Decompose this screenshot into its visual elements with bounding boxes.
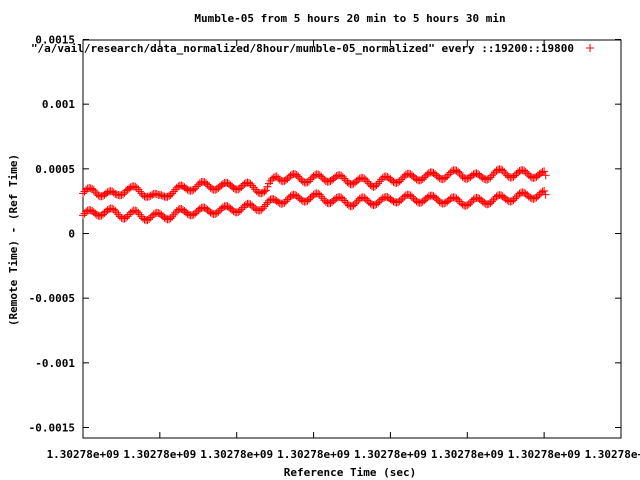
x-tick-label: 1.30278e+09: [47, 448, 120, 461]
legend-marker: [586, 44, 594, 52]
x-tick-label: 1.30278e+09: [200, 448, 273, 461]
chart-title: Mumble-05 from 5 hours 20 min to 5 hours…: [194, 12, 505, 25]
data-point: [260, 187, 269, 196]
legend-plus-icon: [586, 44, 594, 52]
x-axis-label: Reference Time (sec): [284, 466, 416, 479]
data-point: [261, 186, 270, 195]
x-tick-label: 1.30278e+09: [508, 448, 581, 461]
y-tick-label: -0.0015: [29, 422, 75, 435]
y-tick-label: -0.001: [35, 357, 75, 370]
y-axis: 0.0015 0.001 0.0005 0 -0.0005 -0.001 -0.0015: [29, 34, 621, 435]
y-tick-label: 0.0005: [35, 163, 75, 176]
data-point: [263, 182, 272, 191]
x-tick-label: 1.30278e+09: [585, 448, 640, 461]
x-axis: 1.30278e+09 1.30278e+09 1.30278e+09 1.30278…: [47, 40, 640, 461]
x-tick-label: 1.30278e+09: [431, 448, 504, 461]
data-point: [540, 186, 549, 195]
y-tick-label: -0.0005: [29, 292, 75, 305]
data-point: [540, 167, 549, 176]
x-tick-label: 1.30278e+09: [354, 448, 427, 461]
data-point: [260, 202, 269, 211]
y-tick-label: 0.001: [42, 98, 75, 111]
y-tick-label: 0: [68, 228, 75, 241]
y-axis-label: (Remote Time) - (Ref Time): [7, 154, 20, 326]
legend-series-label: "/a/vail/research/data_normalized/8hour/…: [31, 42, 574, 55]
data-point: [541, 171, 550, 180]
data-point: [541, 190, 550, 199]
data-points: [79, 165, 550, 225]
x-tick-label: 1.30278e+09: [123, 448, 196, 461]
x-tick-label: 1.30278e+09: [277, 448, 350, 461]
y-tick-label: 0.0015: [35, 34, 75, 47]
plot-frame: [82, 39, 622, 439]
